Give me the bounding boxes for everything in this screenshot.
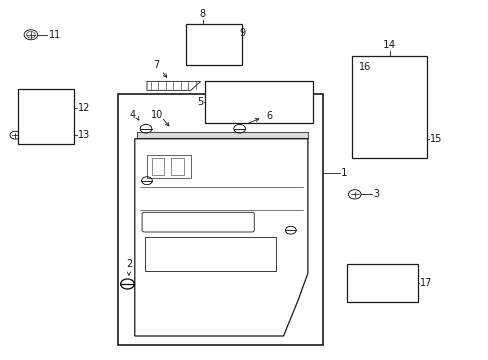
Text: 1: 1	[340, 168, 347, 178]
Text: 15: 15	[429, 134, 441, 144]
Text: 8: 8	[199, 9, 205, 19]
Text: 3: 3	[373, 189, 379, 199]
Bar	[147, 155, 190, 178]
Bar	[144, 237, 276, 271]
Bar	[185, 24, 242, 65]
Text: 11: 11	[48, 30, 61, 40]
Text: 13: 13	[78, 130, 90, 140]
Bar	[118, 94, 322, 345]
Bar	[346, 264, 417, 302]
Text: 5: 5	[196, 97, 203, 107]
Text: 16: 16	[358, 62, 370, 72]
Bar	[205, 81, 312, 123]
Text: 12: 12	[78, 103, 90, 113]
Text: 14: 14	[382, 40, 395, 50]
Text: 2: 2	[125, 259, 132, 269]
Text: 7: 7	[153, 59, 160, 69]
Text: 10: 10	[150, 110, 163, 120]
Text: 6: 6	[266, 111, 272, 121]
Text: 9: 9	[239, 28, 245, 38]
Bar	[152, 158, 163, 175]
Bar	[35, 117, 47, 125]
Bar	[18, 89, 74, 144]
Text: 4: 4	[129, 110, 135, 120]
Text: 17: 17	[419, 278, 431, 288]
Bar	[171, 158, 183, 175]
Bar	[351, 56, 427, 158]
